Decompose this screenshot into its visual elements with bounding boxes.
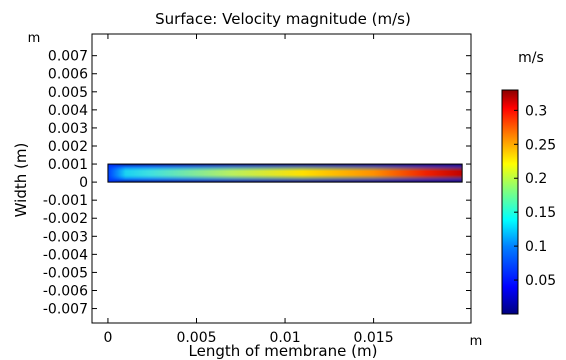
y-tick-label: -0.002: [43, 211, 88, 227]
wall-boundary-layer: [107, 164, 463, 183]
y-tick-label: -0.001: [43, 193, 88, 209]
y-tick-label: -0.005: [43, 265, 88, 281]
colorbar-ticks: 0.05 0.1 0.15 0.2 0.25 0.3: [514, 103, 556, 289]
colorbar-tick-label: 0.25: [525, 137, 556, 153]
y-axis-label: Width (m): [12, 143, 30, 218]
x-axis: 0 0.005 0.01 0.015: [103, 34, 394, 346]
y-tick-label: -0.007: [43, 302, 88, 318]
plot-frame: [91, 33, 472, 324]
x-axis-label: Length of membrane (m): [189, 342, 378, 360]
y-unit-label: m: [28, 31, 41, 46]
y-tick-label: 0.004: [48, 103, 88, 119]
colorbar-unit-label: m/s: [518, 50, 544, 66]
y-tick-label: 0: [79, 175, 88, 191]
y-tick-label: 0.002: [48, 139, 88, 155]
y-tick-label: 0.007: [48, 49, 88, 65]
x-tick-label: 0: [103, 330, 112, 346]
x-tick-label: 0.01: [269, 330, 300, 346]
x-tick-label: 0.005: [176, 330, 216, 346]
colorbar-tick-label: 0.1: [525, 239, 547, 255]
inlet-region: [107, 164, 126, 183]
y-axis: 0.007 0.006 0.005 0.004 0.003 0.002 0.001 0 -0.0…: [43, 49, 471, 318]
y-tick-label: -0.006: [43, 283, 88, 299]
y-tick-label: -0.004: [43, 247, 88, 263]
colorbar-tick-label: 0.2: [525, 171, 547, 187]
y-tick-label: 0.001: [48, 157, 88, 173]
x-unit-label: m: [470, 334, 483, 349]
flow-domain: [107, 163, 463, 183]
colorbar-tick-label: 0.3: [525, 103, 547, 119]
y-tick-label: 0.005: [48, 85, 88, 101]
colorbar-tick-label: 0.05: [525, 273, 556, 289]
colorbar: [501, 89, 519, 315]
x-tick-label: 0.015: [354, 330, 394, 346]
domain-border: [107, 163, 463, 183]
y-tick-label: 0.006: [48, 67, 88, 83]
y-tick-label: 0.003: [48, 121, 88, 137]
y-tick-label: -0.003: [43, 229, 88, 245]
colorbar-tick-label: 0.15: [525, 205, 556, 221]
chart-title: Surface: Velocity magnitude (m/s): [155, 10, 411, 28]
